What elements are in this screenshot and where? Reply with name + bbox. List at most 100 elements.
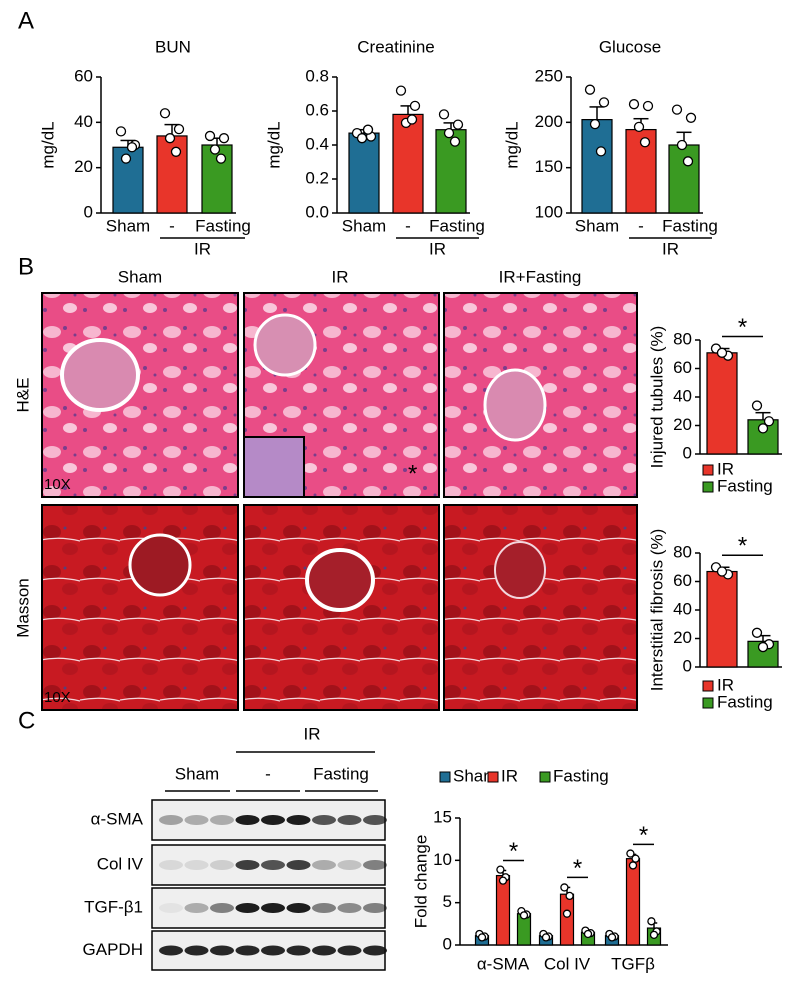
band <box>286 945 311 956</box>
data-point <box>409 100 421 112</box>
data-point <box>565 891 574 901</box>
data-point <box>562 909 572 918</box>
band <box>235 903 260 913</box>
legend-label: IR <box>717 459 734 478</box>
y-axis-label: Fold change <box>411 835 430 929</box>
band <box>210 945 234 956</box>
data-point <box>757 641 769 653</box>
y-tick-label: 0 <box>443 934 452 953</box>
band <box>159 815 183 825</box>
band <box>261 815 285 825</box>
band <box>184 903 209 913</box>
y-tick-label: 20 <box>673 628 692 647</box>
legend-label: IR <box>501 766 518 785</box>
data-point <box>685 112 697 123</box>
band <box>363 860 387 870</box>
panel-label: A <box>18 7 34 34</box>
band <box>261 903 285 913</box>
data-point <box>498 876 508 885</box>
band <box>235 945 260 956</box>
band <box>159 860 183 870</box>
protein-label: GAPDH <box>83 940 143 959</box>
legend-label: Fasting <box>717 476 773 495</box>
band <box>337 945 362 956</box>
y-tick-label: 15 <box>433 807 452 826</box>
band <box>312 945 336 956</box>
band <box>337 860 362 870</box>
data-point <box>541 933 551 942</box>
data-point <box>170 146 182 157</box>
data-point <box>757 423 769 434</box>
group-label: IR <box>429 239 446 258</box>
y-axis-label: mg/dL <box>264 121 283 168</box>
data-point <box>395 85 407 96</box>
data-point <box>120 153 132 164</box>
group-label: IR <box>194 239 211 258</box>
band <box>159 945 183 956</box>
y-tick-label: 40 <box>74 112 93 131</box>
x-tick-label: Fasting <box>195 216 251 235</box>
y-tick-label: 0 <box>683 443 692 462</box>
band <box>210 815 234 825</box>
band <box>235 815 260 825</box>
significance: * <box>738 533 747 560</box>
band <box>261 860 285 870</box>
y-tick-label: 0.2 <box>305 168 329 187</box>
band <box>184 945 209 956</box>
band <box>235 860 260 870</box>
significance: * <box>573 855 582 882</box>
y-tick-label: 40 <box>673 599 692 618</box>
x-tick-label: - <box>405 216 411 235</box>
y-tick-label: 60 <box>74 66 93 85</box>
bar <box>706 352 738 455</box>
band <box>210 860 234 870</box>
bar <box>706 570 738 668</box>
glomerulus <box>60 338 140 412</box>
data-point <box>751 627 763 638</box>
bar <box>156 135 188 214</box>
legend-label: IR <box>717 675 734 694</box>
band <box>312 815 336 825</box>
x-tick-label: Fasting <box>429 216 485 235</box>
legend-swatch <box>539 771 551 783</box>
x-tick-label: - <box>169 216 175 235</box>
panel-label: B <box>18 253 34 280</box>
y-tick-label: 0.8 <box>305 66 329 85</box>
bar <box>348 132 380 214</box>
legend-swatch <box>439 771 451 783</box>
data-point <box>583 929 593 939</box>
y-tick-label: 0.4 <box>305 134 329 153</box>
data-point <box>204 130 216 142</box>
glomerulus <box>494 541 546 599</box>
data-point <box>589 118 601 130</box>
bar <box>201 144 233 214</box>
legend-swatch <box>702 680 714 692</box>
data-point <box>595 146 607 157</box>
data-point <box>159 108 171 119</box>
band <box>184 860 209 870</box>
blot-group: IR <box>304 724 321 743</box>
legend-swatch <box>702 481 714 493</box>
legend-swatch <box>702 464 714 476</box>
bar <box>668 144 700 214</box>
data-point <box>642 100 654 112</box>
y-tick-label: 60 <box>673 571 692 590</box>
bar <box>392 113 424 214</box>
data-point <box>477 933 487 942</box>
y-tick-label: 200 <box>535 112 563 131</box>
lane-label: Fasting <box>313 764 369 783</box>
data-point <box>209 144 221 155</box>
row-label: Masson <box>13 578 32 638</box>
y-tick-label: 80 <box>673 542 692 561</box>
y-tick-label: 0 <box>683 656 692 675</box>
micrographs <box>41 292 638 711</box>
legend-swatch <box>487 771 499 783</box>
band <box>337 903 362 913</box>
y-tick-label: 100 <box>535 202 563 221</box>
legend-label: Fasting <box>717 692 773 711</box>
y-tick-label: 20 <box>74 157 93 176</box>
y-axis-label: mg/dL <box>502 121 521 168</box>
y-tick-label: 0.0 <box>305 202 329 221</box>
data-point <box>631 854 640 863</box>
